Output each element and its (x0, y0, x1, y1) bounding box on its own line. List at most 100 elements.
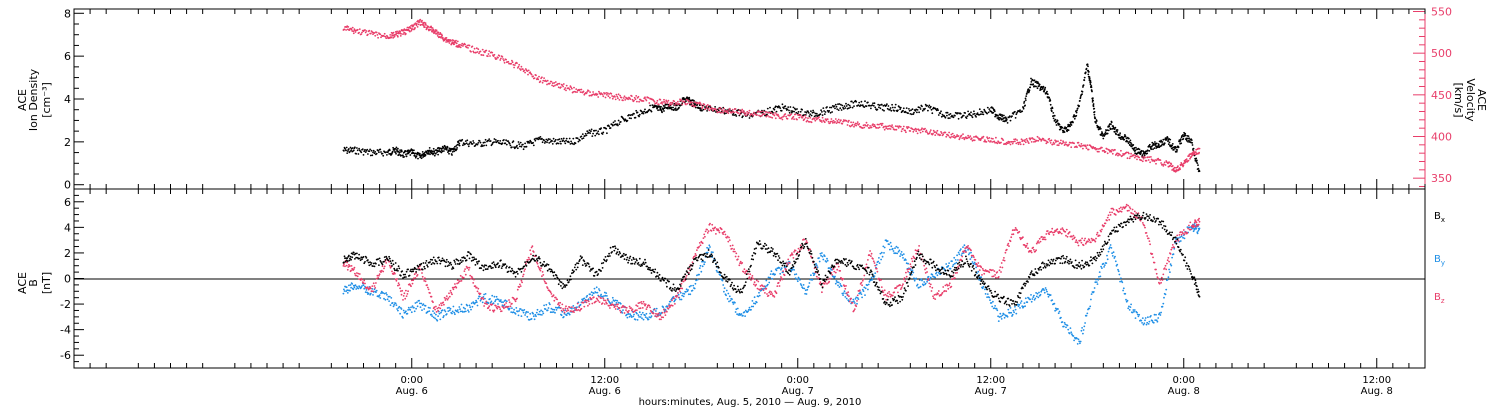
velocity-point (1154, 159, 1157, 161)
by-point (780, 267, 783, 270)
velocity-point (471, 45, 474, 48)
density-point (852, 101, 855, 104)
by-point (554, 306, 557, 309)
density-point (886, 103, 888, 105)
by-point (796, 278, 798, 281)
by-point (1036, 292, 1039, 295)
velocity-point (484, 51, 486, 54)
bz-point (541, 271, 544, 273)
velocity-point (741, 108, 744, 111)
velocity-point (894, 128, 896, 131)
density-point (907, 112, 909, 115)
by-point (579, 303, 582, 306)
bz-point (780, 276, 782, 278)
density-point (516, 144, 518, 147)
bz-point (435, 311, 438, 313)
velocity-point (511, 61, 514, 64)
velocity-point (666, 102, 669, 104)
velocity-point (524, 71, 526, 74)
density-point (980, 110, 983, 113)
velocity-point (399, 35, 402, 37)
velocity-point (1077, 141, 1080, 144)
velocity-point (606, 92, 609, 94)
velocity-point (597, 96, 600, 98)
density-point (433, 151, 436, 153)
by-point (1024, 305, 1026, 308)
velocity-point (989, 140, 992, 142)
by-point (551, 311, 553, 314)
density-point (837, 103, 839, 106)
velocity-point (690, 101, 692, 103)
density-point (464, 140, 467, 143)
velocity-point (488, 50, 491, 52)
bz-point (483, 305, 485, 307)
velocity-point (899, 125, 902, 128)
by-point (1082, 329, 1085, 331)
by-point (445, 313, 448, 315)
velocity-point (758, 110, 761, 113)
velocity-point (875, 127, 878, 129)
density-point (1151, 141, 1154, 144)
by-point (1164, 293, 1167, 296)
by-point (516, 310, 519, 313)
velocity-point (670, 103, 673, 106)
by-point (913, 279, 916, 282)
density-point (957, 112, 959, 114)
velocity-point (424, 26, 426, 28)
density-point (428, 147, 431, 149)
density-point (437, 153, 439, 156)
density-point (931, 112, 934, 115)
bz-point (628, 305, 631, 308)
by-point (1054, 309, 1056, 312)
bz-point (873, 262, 876, 264)
bz-point (614, 305, 616, 308)
velocity-point (405, 33, 407, 35)
velocity-point (837, 118, 840, 121)
by-point (1116, 263, 1119, 266)
by-point (841, 292, 844, 295)
bz-point (457, 281, 460, 284)
bz-point (749, 273, 752, 276)
density-point (836, 108, 839, 110)
velocity-point (845, 120, 848, 122)
density-point (1092, 103, 1095, 105)
velocity-point (983, 140, 986, 143)
velocity-point (493, 53, 496, 56)
by-point (435, 313, 437, 316)
by-point (422, 303, 425, 306)
by-point (1163, 296, 1165, 299)
bz-point (853, 309, 855, 312)
bz-point (456, 279, 459, 281)
by-point (358, 286, 361, 288)
velocity-point (969, 135, 972, 138)
density-point (1196, 159, 1198, 162)
by-point (954, 259, 957, 261)
density-point (416, 153, 419, 156)
by-point (587, 298, 590, 301)
by-point (879, 252, 882, 255)
bz-point (423, 280, 426, 282)
density-point (364, 151, 367, 154)
density-point (1018, 110, 1021, 113)
density-point (507, 140, 510, 143)
by-point (459, 308, 461, 310)
by-point (598, 288, 600, 290)
bz-point (430, 295, 433, 298)
bz-point (773, 296, 776, 298)
density-point (939, 112, 942, 115)
by-point (929, 278, 931, 280)
density-point (1046, 90, 1048, 93)
velocity-point (592, 91, 594, 93)
by-point (929, 276, 932, 279)
bz-point (612, 304, 615, 307)
by-point (360, 286, 363, 289)
density-point (879, 107, 882, 110)
density-point (823, 110, 825, 112)
by-point (716, 271, 719, 273)
velocity-point (424, 22, 427, 24)
density-point (826, 106, 828, 108)
bz-point (735, 252, 738, 255)
velocity-point (358, 28, 361, 30)
velocity-point (704, 108, 707, 110)
density-point (1140, 149, 1143, 152)
